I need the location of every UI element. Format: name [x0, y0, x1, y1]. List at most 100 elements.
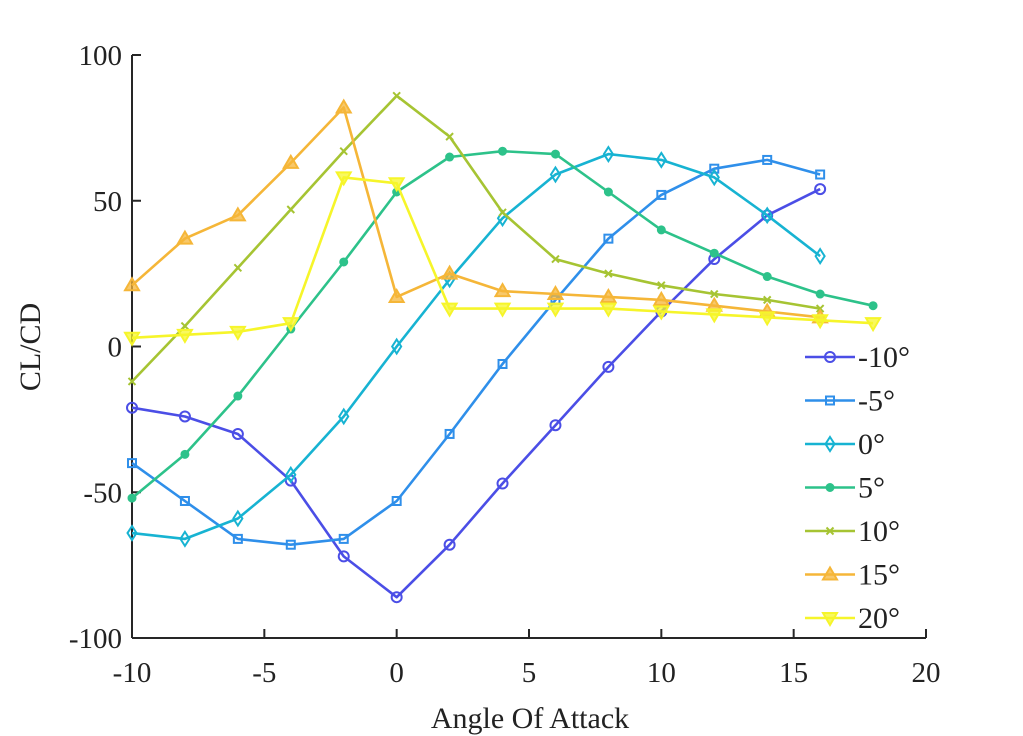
data-point — [656, 225, 666, 235]
legend-marker — [824, 351, 836, 363]
data-point — [602, 360, 615, 373]
data-point — [814, 247, 826, 265]
x-tick-label: -5 — [252, 657, 276, 689]
data-point — [814, 183, 827, 196]
data-point — [334, 98, 353, 114]
data-point — [232, 509, 244, 528]
legend-entry: -10° — [805, 341, 910, 374]
data-point — [604, 269, 613, 278]
data-point — [231, 427, 244, 440]
data-point — [440, 302, 459, 318]
legend-marker — [825, 526, 835, 536]
x-tick-label: 0 — [389, 657, 404, 689]
data-point — [179, 495, 190, 506]
data-point — [652, 305, 671, 321]
legend-entry: 5° — [805, 472, 885, 505]
data-point — [339, 146, 348, 156]
data-point — [603, 187, 613, 197]
y-tick-label: 100 — [79, 40, 123, 72]
data-point — [233, 391, 243, 401]
x-tick-label: 20 — [912, 657, 941, 689]
legend-marker — [825, 483, 835, 492]
data-point — [282, 317, 300, 333]
series-line — [131, 158, 821, 547]
y-tick-label: 0 — [108, 332, 123, 364]
data-point — [656, 189, 667, 200]
data-point — [603, 233, 614, 244]
series-line — [131, 149, 874, 500]
data-point — [549, 419, 562, 432]
data-point — [126, 401, 138, 414]
data-point — [546, 302, 565, 318]
data-point — [339, 257, 349, 267]
data-point — [815, 169, 826, 180]
data-point — [762, 154, 773, 165]
data-point — [652, 290, 671, 306]
x-tick-label: 10 — [647, 657, 676, 689]
data-point — [387, 287, 406, 303]
series-line — [131, 187, 821, 599]
x-tick-label: -10 — [113, 657, 152, 689]
data-point — [493, 302, 512, 318]
data-point — [337, 550, 350, 563]
data-point — [338, 407, 350, 426]
data-point — [176, 328, 194, 344]
legend-marker — [824, 435, 836, 453]
data-point — [550, 149, 560, 159]
data-point — [176, 229, 194, 245]
data-point — [655, 151, 668, 169]
y-tick-label: -100 — [69, 623, 122, 655]
data-point — [444, 428, 455, 439]
legend-label: 20° — [858, 602, 900, 635]
data-point — [443, 538, 456, 551]
data-point — [599, 302, 618, 318]
plot-area — [123, 91, 882, 604]
data-point — [657, 281, 666, 290]
data-point — [864, 317, 882, 333]
data-point — [493, 282, 512, 298]
x-tick-label: 15 — [779, 657, 808, 689]
data-point — [708, 168, 720, 187]
x-axis-title: Angle Of Attack — [431, 702, 629, 735]
data-point — [127, 377, 137, 386]
legend-marker — [821, 565, 839, 581]
data-point — [498, 208, 507, 217]
data-point — [709, 248, 719, 258]
data-point — [392, 91, 401, 101]
legend-label: 10° — [858, 515, 900, 548]
data-point — [705, 308, 724, 324]
data-point — [123, 331, 141, 347]
data-point — [285, 539, 296, 550]
series-5 — [123, 98, 829, 324]
y-tick-label: -50 — [83, 477, 122, 509]
data-point — [390, 337, 403, 356]
data-point — [546, 285, 565, 301]
data-point — [758, 311, 776, 327]
data-point — [710, 289, 719, 299]
data-point — [440, 264, 459, 280]
data-point — [387, 177, 406, 193]
series-4 — [127, 91, 825, 386]
data-point — [178, 410, 191, 423]
data-point — [179, 530, 191, 548]
data-point — [390, 591, 403, 604]
data-point — [868, 301, 878, 311]
series-2 — [126, 145, 826, 548]
data-point — [286, 205, 296, 214]
series-line — [131, 106, 821, 319]
data-point — [285, 465, 297, 484]
data-point — [549, 165, 562, 184]
legend-label: 15° — [858, 559, 900, 592]
data-point — [229, 206, 247, 222]
data-point — [599, 287, 618, 303]
data-point — [126, 524, 138, 542]
data-point — [391, 495, 402, 506]
data-point — [229, 325, 247, 341]
y-tick-label: 50 — [93, 186, 122, 218]
legend-label: -5° — [858, 385, 895, 418]
series-6 — [123, 171, 882, 347]
legend-entry: 20° — [805, 602, 900, 635]
legend-entry: -5° — [805, 385, 895, 418]
